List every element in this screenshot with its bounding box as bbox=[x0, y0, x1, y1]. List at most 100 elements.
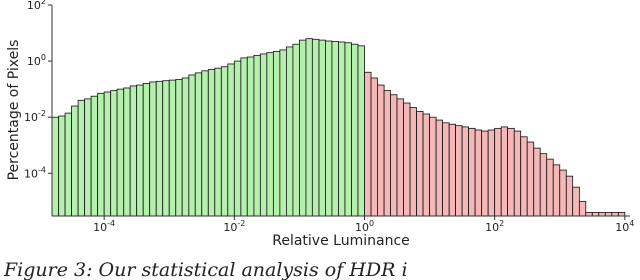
bar bbox=[409, 107, 417, 217]
bar bbox=[318, 39, 326, 217]
bar bbox=[546, 158, 554, 217]
bar bbox=[201, 70, 209, 217]
x-tick-label: 102 bbox=[485, 219, 504, 234]
bar bbox=[539, 153, 548, 217]
bar bbox=[429, 116, 437, 217]
x-tick-label-exponent: 2 bbox=[499, 219, 504, 228]
bar bbox=[220, 66, 229, 217]
bar bbox=[227, 63, 235, 217]
bar bbox=[526, 141, 535, 217]
y-tick-label-exponent: 0 bbox=[41, 53, 46, 62]
bar bbox=[364, 71, 372, 217]
bar bbox=[155, 80, 164, 217]
bar bbox=[71, 105, 79, 217]
bar bbox=[513, 130, 522, 217]
bar bbox=[338, 41, 346, 217]
x-tick-label-base: 10 bbox=[485, 221, 499, 234]
y-tick-label: 10-4 bbox=[24, 165, 46, 180]
bar bbox=[292, 43, 300, 217]
bar bbox=[259, 53, 268, 217]
x-tick-label-exponent: 4 bbox=[629, 219, 634, 228]
bar bbox=[149, 81, 157, 217]
x-tick-label: 10-4 bbox=[93, 219, 115, 234]
y-tick-label-exponent: 2 bbox=[41, 0, 46, 6]
bar bbox=[416, 111, 424, 217]
bar bbox=[500, 126, 509, 217]
bar bbox=[357, 45, 365, 217]
bar bbox=[233, 60, 242, 217]
bar bbox=[507, 127, 515, 217]
y-tick-label: 100 bbox=[27, 53, 46, 68]
bar bbox=[214, 67, 222, 217]
bar bbox=[390, 94, 398, 217]
bar bbox=[578, 200, 587, 217]
bar bbox=[162, 80, 170, 217]
bar bbox=[468, 127, 476, 217]
x-tick-label: 100 bbox=[355, 219, 374, 234]
bar bbox=[299, 39, 307, 217]
bar bbox=[246, 56, 255, 217]
y-tick-label-base: 10 bbox=[24, 167, 38, 180]
x-tick-label-base: 10 bbox=[93, 221, 107, 234]
y-tick-label-base: 10 bbox=[27, 0, 41, 12]
bar bbox=[103, 91, 112, 217]
bar bbox=[136, 84, 144, 217]
bar bbox=[58, 115, 66, 217]
bar bbox=[611, 212, 619, 217]
bar bbox=[51, 116, 60, 217]
y-tick-label-exponent: -2 bbox=[38, 109, 46, 118]
bar bbox=[370, 77, 378, 217]
bar bbox=[448, 123, 457, 217]
bar bbox=[181, 77, 190, 217]
bar bbox=[305, 38, 313, 217]
bar bbox=[403, 102, 411, 217]
bar bbox=[175, 79, 183, 217]
bar bbox=[84, 98, 92, 217]
bar bbox=[90, 95, 99, 217]
bar bbox=[110, 90, 118, 217]
bar bbox=[559, 169, 567, 217]
y-tick-label-base: 10 bbox=[27, 55, 41, 68]
bar bbox=[481, 130, 489, 217]
y-tick-label-exponent: -4 bbox=[38, 165, 46, 174]
bar bbox=[422, 113, 430, 217]
bar bbox=[123, 87, 131, 217]
bar bbox=[351, 43, 359, 217]
bar bbox=[97, 92, 105, 217]
bar bbox=[331, 41, 339, 217]
bar bbox=[494, 127, 502, 217]
bar bbox=[435, 119, 443, 217]
bar bbox=[142, 83, 151, 217]
bar bbox=[285, 46, 294, 217]
bar bbox=[77, 99, 86, 217]
y-tick-label: 102 bbox=[27, 0, 46, 12]
bar bbox=[64, 112, 72, 217]
bar bbox=[168, 79, 177, 217]
bar bbox=[396, 98, 404, 217]
y-axis-label: Percentage of Pixels bbox=[6, 40, 22, 181]
bar bbox=[598, 212, 606, 217]
x-tick-label: 104 bbox=[615, 219, 634, 234]
x-axis-label: Relative Luminance bbox=[272, 233, 410, 249]
bar bbox=[272, 51, 281, 217]
bar bbox=[344, 42, 352, 217]
bar bbox=[572, 186, 580, 217]
bar bbox=[253, 54, 261, 217]
bar bbox=[617, 212, 626, 217]
bar bbox=[520, 136, 528, 217]
bar bbox=[461, 126, 470, 217]
bar bbox=[533, 147, 541, 217]
bar bbox=[116, 88, 125, 217]
bar bbox=[377, 84, 385, 217]
bar bbox=[591, 212, 600, 217]
bar bbox=[455, 125, 463, 217]
x-tick-label-exponent: -2 bbox=[237, 219, 245, 228]
x-tick-label-base: 10 bbox=[355, 221, 369, 234]
x-tick-label-base: 10 bbox=[615, 221, 629, 234]
bar bbox=[240, 57, 248, 217]
x-tick-label-base: 10 bbox=[223, 221, 237, 234]
bar bbox=[474, 129, 483, 217]
y-tick-label-base: 10 bbox=[24, 111, 38, 124]
